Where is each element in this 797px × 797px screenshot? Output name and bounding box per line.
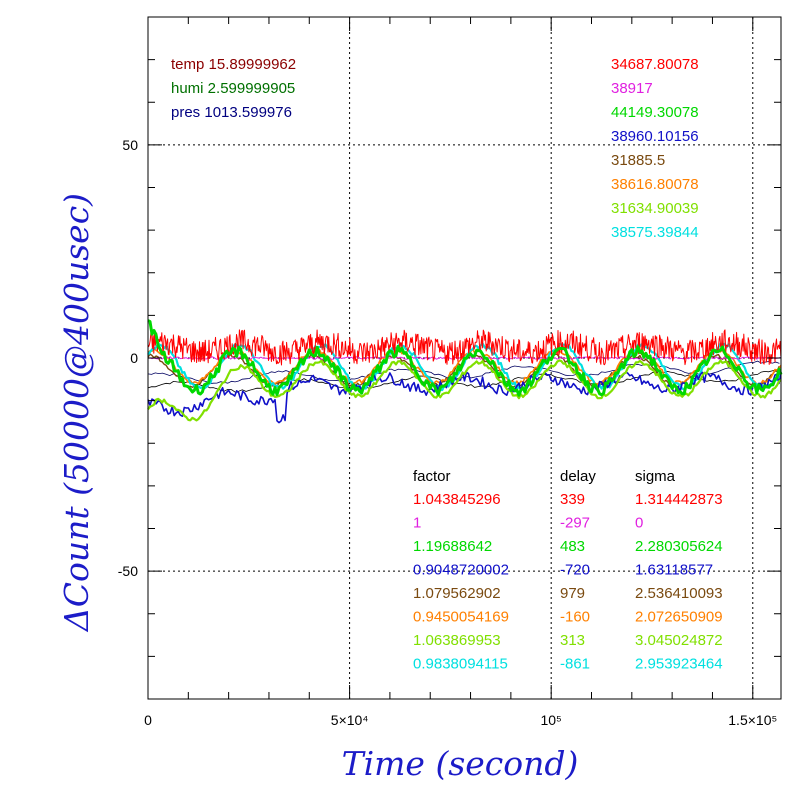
x-tick-label: 0 — [144, 712, 152, 728]
series-delay-value: -160 — [560, 609, 590, 626]
series-line — [147, 359, 782, 422]
series-sigma-value: 1.63118577 — [635, 562, 713, 579]
x-tick-label: 5×10⁴ — [331, 712, 369, 728]
series-line — [147, 319, 783, 397]
x-tick-label: 1.5×10⁵ — [728, 712, 777, 728]
series-base-value: 31885.5 — [611, 152, 665, 169]
factor-header: factor — [413, 468, 451, 485]
axis-ticks — [147, 16, 781, 700]
series-sigma-value: 2.953923464 — [635, 656, 723, 673]
x-axis-title: Time (second) — [342, 744, 579, 783]
series-factor-value: 0.9048720002 — [413, 562, 509, 579]
series-base-value: 44149.30078 — [611, 104, 699, 121]
series-sigma-value: 2.280305624 — [635, 538, 723, 555]
y-tick-label: 50 — [122, 137, 138, 153]
series-delay-value: -861 — [560, 656, 590, 673]
delay-header: delay — [560, 468, 596, 485]
series-base-value: 38917 — [611, 80, 653, 97]
series-factor-value: 1.19688642 — [413, 538, 492, 555]
series-delay-value: -297 — [560, 515, 590, 532]
series-base-value: 38575.39844 — [611, 224, 699, 241]
series-sigma-value: 2.536410093 — [635, 585, 723, 602]
series-factor-value: 0.9450054169 — [413, 609, 509, 626]
series-sigma-value: 2.072650909 — [635, 609, 723, 626]
x-tick-label: 10⁵ — [540, 712, 561, 728]
series-line — [147, 329, 782, 366]
series-base-values: 34687.80078 38917 44149.30078 38960.10156 31… — [611, 56, 699, 241]
series-delay-value: -720 — [560, 562, 590, 579]
env-reading-pres: pres 1013.599976 — [171, 104, 292, 121]
series-factor-value: 1 — [413, 515, 421, 532]
series-factor-value: 0.9838094115 — [413, 656, 508, 673]
y-tick-label: -50 — [118, 563, 138, 579]
series-parameter-table: factor delay sigma 1.043845296 339 1.31444… — [413, 468, 723, 673]
series-factor-value: 1.063869953 — [413, 632, 501, 649]
sigma-header: sigma — [635, 468, 676, 485]
series-delay-value: 979 — [560, 585, 585, 602]
env-reading-temp: temp 15.89999962 — [171, 56, 296, 73]
tick-labels: 0 5×10⁴ 10⁵ 1.5×10⁵ 50 0 -50 — [118, 137, 778, 728]
series-factor-value: 1.079562902 — [413, 585, 501, 602]
reference-line — [147, 368, 780, 393]
series-lines — [147, 319, 783, 424]
y-tick-label: 0 — [130, 350, 138, 366]
series-delay-value: 339 — [560, 491, 585, 508]
series-base-value: 34687.80078 — [611, 56, 699, 73]
series-factor-value: 1.043845296 — [413, 491, 501, 508]
series-sigma-value: 3.045024872 — [635, 632, 723, 649]
series-base-value: 38616.80078 — [611, 176, 699, 193]
series-delay-value: 313 — [560, 632, 585, 649]
environment-readings: temp 15.89999962 humi 2.599999905 pres 101… — [171, 56, 296, 121]
env-reading-humi: humi 2.599999905 — [171, 80, 295, 97]
series-delay-value: 483 — [560, 538, 585, 555]
series-base-value: 38960.10156 — [611, 128, 699, 145]
y-axis-title: ΔCount (50000@400usec) — [57, 193, 96, 633]
series-line — [147, 371, 782, 424]
series-sigma-value: 0 — [635, 515, 643, 532]
series-base-value: 31634.90039 — [611, 200, 699, 217]
series-sigma-value: 1.314442873 — [635, 491, 723, 508]
